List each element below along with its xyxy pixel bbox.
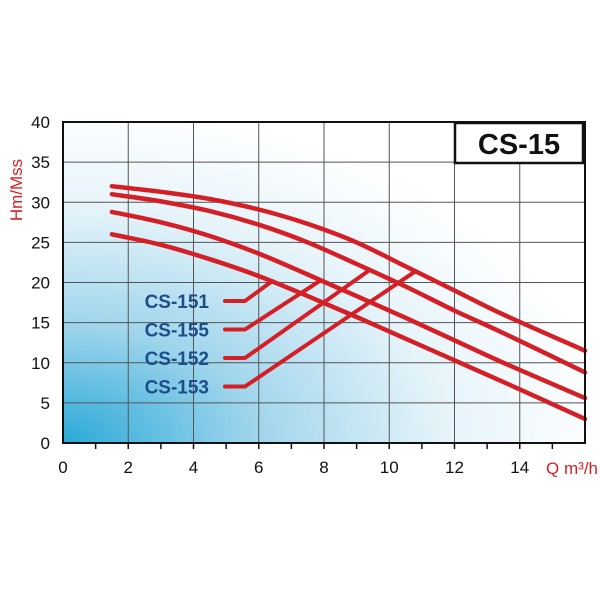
x-tick-label: 6 xyxy=(254,458,263,477)
x-axis-ticks: 0 2 4 6 8 10 12 14 xyxy=(58,458,529,477)
leader-line-cs-153 xyxy=(223,269,418,389)
y-tick-label: 25 xyxy=(31,233,50,252)
leader-line-cs-152 xyxy=(223,268,372,360)
y-axis-ticks: 0 5 10 15 20 25 30 35 40 xyxy=(31,113,50,453)
series-labels: CS-151 CS-155 CS-152 CS-153 xyxy=(145,268,418,399)
y-tick-label: 35 xyxy=(31,153,50,172)
curves xyxy=(109,183,588,422)
series-label-cs-151: CS-151 xyxy=(145,292,210,313)
chart-title: CS-15 xyxy=(478,129,560,161)
y-tick-label: 5 xyxy=(41,394,50,413)
x-tick-label: 2 xyxy=(124,458,133,477)
curve-cs-153 xyxy=(109,183,588,353)
plot-frame xyxy=(62,121,586,449)
x-tick-label: 8 xyxy=(319,458,328,477)
series-label-cs-155: CS-155 xyxy=(145,321,210,342)
y-axis-title: Hm/Mss xyxy=(7,159,26,221)
leader-line-cs-155 xyxy=(223,278,323,332)
series-label-cs-152: CS-152 xyxy=(145,349,209,370)
series-label-cs-153: CS-153 xyxy=(145,378,209,399)
title-box: CS-15 xyxy=(453,121,585,165)
x-axis-title: Q m³/h xyxy=(546,459,598,478)
x-tick-label: 14 xyxy=(510,458,529,477)
y-tick-label: 15 xyxy=(31,314,50,333)
curve-cs-155 xyxy=(109,209,588,401)
y-tick-label: 20 xyxy=(31,274,50,293)
x-tick-label: 12 xyxy=(445,458,464,477)
y-tick-label: 0 xyxy=(41,434,50,453)
x-tick-label: 0 xyxy=(58,458,67,477)
x-tick-label: 10 xyxy=(380,458,399,477)
curve-cs-152 xyxy=(109,191,588,375)
leader-line-cs-151 xyxy=(223,279,274,303)
curve-cs-151 xyxy=(109,232,588,422)
x-tick-label: 4 xyxy=(189,458,198,477)
y-tick-label: 40 xyxy=(31,113,50,132)
y-tick-label: 10 xyxy=(31,354,50,373)
y-tick-label: 30 xyxy=(31,193,50,212)
